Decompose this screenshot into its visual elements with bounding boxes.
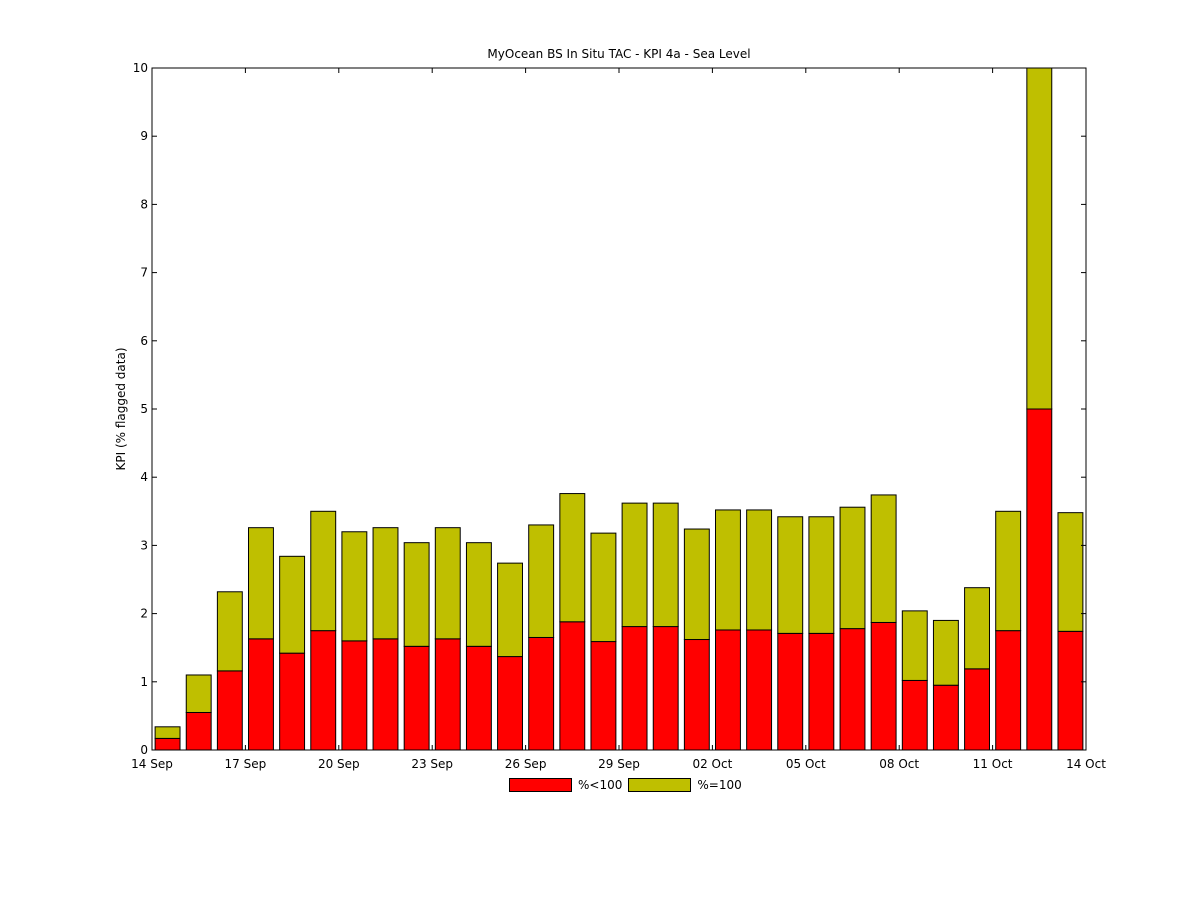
bar-upper-2013-09-20 <box>310 510 337 632</box>
bar-upper-2013-10-03 <box>715 509 741 631</box>
bar-lower-2013-10-03 <box>715 629 741 750</box>
legend-item-series-1: %<100 <box>509 778 622 792</box>
bar-upper-2013-10-10 <box>932 619 959 686</box>
y-tick-label-5: 5 <box>140 402 148 416</box>
x-tick-label-2013-10-05: 05 Oct <box>786 757 826 771</box>
bar-upper-2013-09-23 <box>403 542 430 647</box>
bar-lower-2013-10-12 <box>995 630 1022 750</box>
legend: %<100 %=100 <box>509 777 748 793</box>
y-tick-label-10: 10 <box>133 61 148 75</box>
bar-lower-2013-10-04 <box>746 629 773 750</box>
bar-lower-2013-09-27 <box>528 636 555 750</box>
bar-lower-2013-10-11 <box>964 668 990 750</box>
bar-lower-2013-09-29 <box>590 641 617 750</box>
bar-upper-2013-09-29 <box>590 532 617 643</box>
bar-upper-2013-09-22 <box>372 527 399 640</box>
bar-upper-2013-09-24 <box>434 527 461 640</box>
x-tick-label-2013-09-14: 14 Sep <box>131 757 173 771</box>
bar-lower-2013-10-06 <box>808 632 835 750</box>
bar-lower-2013-09-18 <box>248 638 274 750</box>
bar-upper-2013-09-28 <box>559 493 586 623</box>
bar-lower-2013-09-15 <box>154 737 181 750</box>
bar-lower-2013-09-23 <box>403 645 430 750</box>
y-tick-label-0: 0 <box>140 743 148 757</box>
bar-lower-2013-10-02 <box>683 639 710 750</box>
bar-lower-2013-10-08 <box>870 621 897 750</box>
bar-lower-2013-09-22 <box>372 638 399 750</box>
bar-upper-2013-10-04 <box>746 509 773 631</box>
y-tick-label-1: 1 <box>140 675 148 689</box>
y-axis-label: KPI (% flagged data) <box>114 347 128 470</box>
bar-lower-2013-10-09 <box>901 679 928 750</box>
bar-upper-2013-09-30 <box>621 502 648 628</box>
bar-upper-2013-10-06 <box>808 516 835 634</box>
bar-lower-2013-10-10 <box>932 684 959 750</box>
bar-upper-2013-10-08 <box>870 494 897 623</box>
bar-upper-2013-09-18 <box>248 527 274 640</box>
y-tick-label-7: 7 <box>140 266 148 280</box>
bar-lower-2013-09-20 <box>310 630 337 750</box>
x-tick-label-2013-09-20: 20 Sep <box>318 757 360 771</box>
bar-upper-2013-10-05 <box>777 516 804 634</box>
bar-lower-2013-10-01 <box>652 626 679 750</box>
y-tick-label-2: 2 <box>140 607 148 621</box>
bar-lower-2013-09-16 <box>185 711 212 750</box>
bar-lower-2013-10-07 <box>839 628 866 750</box>
bar-upper-2013-09-21 <box>341 531 368 642</box>
bar-upper-2013-10-01 <box>652 502 679 628</box>
bar-upper-2013-09-27 <box>528 524 555 638</box>
x-tick-label-2013-10-14: 14 Oct <box>1066 757 1106 771</box>
x-tick-label-2013-10-11: 11 Oct <box>973 757 1013 771</box>
bar-upper-2013-10-02 <box>683 528 710 641</box>
bar-lower-2013-09-17 <box>216 670 243 750</box>
bar-lower-2013-09-19 <box>279 652 306 750</box>
x-tick-label-2013-10-08: 08 Oct <box>879 757 919 771</box>
y-tick-label-4: 4 <box>140 470 148 484</box>
bar-upper-2013-09-26 <box>497 562 523 658</box>
x-tick-label-2013-09-29: 29 Sep <box>598 757 640 771</box>
bar-lower-2013-09-26 <box>497 656 523 750</box>
chart-title: MyOcean BS In Situ TAC - KPI 4a - Sea Le… <box>487 47 750 61</box>
bar-upper-2013-10-09 <box>901 610 928 681</box>
bar-upper-2013-09-15 <box>154 726 181 739</box>
axes-layer: 0 1 2 3 4 5 6 7 8 9 10 14 Sep 17 Sep 20 Sep 23 Sep 26 S… <box>131 61 1106 771</box>
legend-swatch-series-1 <box>509 778 572 792</box>
bar-lower-2013-09-25 <box>465 645 492 750</box>
bars-layer <box>154 67 1084 750</box>
x-tick-label-2013-09-17: 17 Sep <box>225 757 267 771</box>
legend-label-series-2: %=100 <box>697 778 742 792</box>
x-tick-label-2013-09-23: 23 Sep <box>411 757 453 771</box>
bar-lower-2013-10-14 <box>1057 630 1084 750</box>
bar-upper-2013-10-14 <box>1057 512 1084 632</box>
y-tick-label-9: 9 <box>140 129 148 143</box>
bar-lower-2013-09-24 <box>434 638 461 750</box>
bar-upper-2013-09-19 <box>279 555 306 654</box>
legend-swatch-series-2 <box>628 778 692 792</box>
bar-lower-2013-09-28 <box>559 621 586 750</box>
bar-lower-2013-09-30 <box>621 626 648 750</box>
bar-upper-2013-10-07 <box>839 506 866 630</box>
legend-item-series-2: %=100 <box>628 778 742 792</box>
bar-lower-2013-09-21 <box>341 640 368 750</box>
bar-lower-2013-10-13 <box>1026 408 1053 750</box>
y-tick-label-8: 8 <box>140 197 148 211</box>
x-tick-label-2013-09-26: 26 Sep <box>505 757 547 771</box>
x-tick-label-2013-10-02: 02 Oct <box>692 757 732 771</box>
bar-upper-2013-09-25 <box>465 542 492 647</box>
bar-upper-2013-09-16 <box>185 674 212 713</box>
y-tick-label-6: 6 <box>140 334 148 348</box>
y-tick-label-3: 3 <box>140 538 148 552</box>
bar-upper-2013-10-13 <box>1026 67 1053 410</box>
bar-upper-2013-10-11 <box>964 587 990 670</box>
legend-label-series-1: %<100 <box>578 778 623 792</box>
bar-lower-2013-10-05 <box>777 632 804 750</box>
bar-upper-2013-10-12 <box>995 510 1022 632</box>
bar-upper-2013-09-17 <box>216 591 243 672</box>
